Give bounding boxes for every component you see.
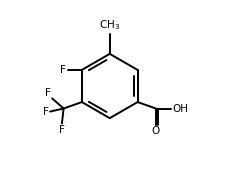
Text: F: F: [43, 106, 49, 117]
Text: CH$_3$: CH$_3$: [99, 18, 120, 32]
Text: OH: OH: [172, 104, 188, 114]
Text: O: O: [152, 126, 160, 136]
Text: F: F: [59, 125, 65, 135]
Text: F: F: [45, 88, 51, 98]
Text: F: F: [60, 65, 66, 75]
